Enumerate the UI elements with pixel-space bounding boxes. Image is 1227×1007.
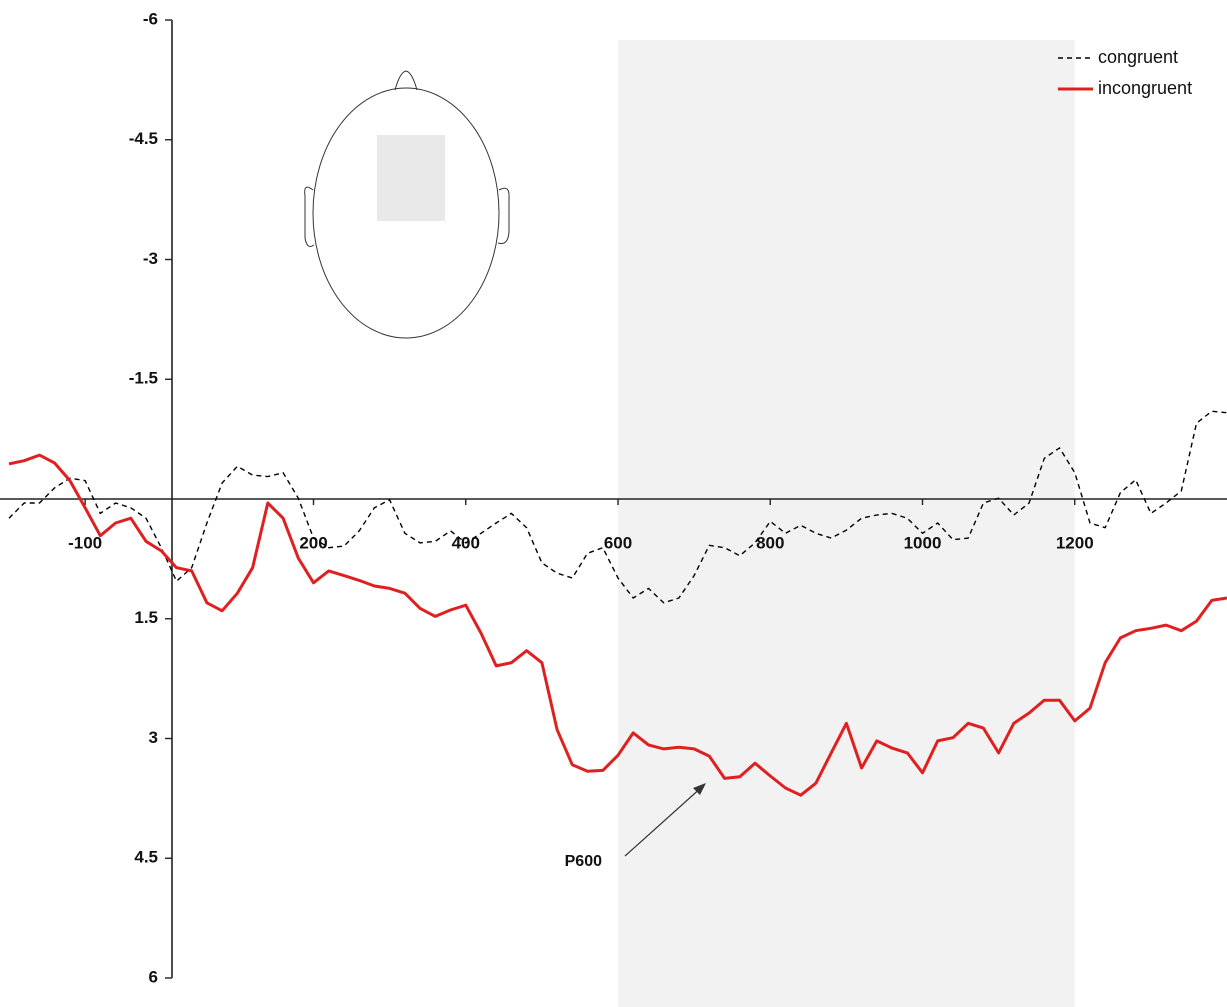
y-tick-label: -1.5: [129, 369, 158, 388]
x-tick-label: -100: [68, 533, 102, 552]
arrow-head: [693, 783, 706, 795]
y-tick-label: 1.5: [134, 608, 158, 627]
x-tick-label: 1200: [1056, 533, 1094, 552]
y-tick-label: -3: [143, 249, 158, 268]
series-line: [8, 453, 1227, 797]
annotation-arrow: [624, 785, 704, 857]
legend-label: incongruent: [1098, 78, 1192, 98]
left-ear: [304, 186, 315, 247]
y-tick-label: 6: [149, 967, 158, 986]
legend: congruent incongruent: [1058, 47, 1192, 98]
line-layer: [8, 410, 1227, 797]
right-ear: [497, 187, 510, 244]
annotation: P600: [565, 853, 602, 870]
x-tick-label: 1000: [904, 533, 942, 552]
x-tick-label: 800: [756, 533, 784, 552]
tick-layer: -6-4.5-3-1.51.534.56-100 200 400 600 800 1000…: [0, 9, 1227, 986]
x-tick-label: 200: [299, 533, 327, 552]
nose: [394, 70, 418, 91]
x-tick-label: 600: [604, 533, 632, 552]
legend-label: congruent: [1098, 47, 1178, 67]
electrode-region: [377, 135, 445, 221]
y-tick-label: -4.5: [129, 129, 158, 148]
series-line: [8, 410, 1227, 604]
y-tick-label: -6: [143, 9, 158, 28]
y-tick-label: 4.5: [134, 848, 158, 867]
shade-layer: [618, 40, 1075, 1007]
y-tick-label: 3: [149, 728, 158, 747]
highlight-window: [618, 40, 1075, 1007]
head-inset: [304, 70, 510, 339]
